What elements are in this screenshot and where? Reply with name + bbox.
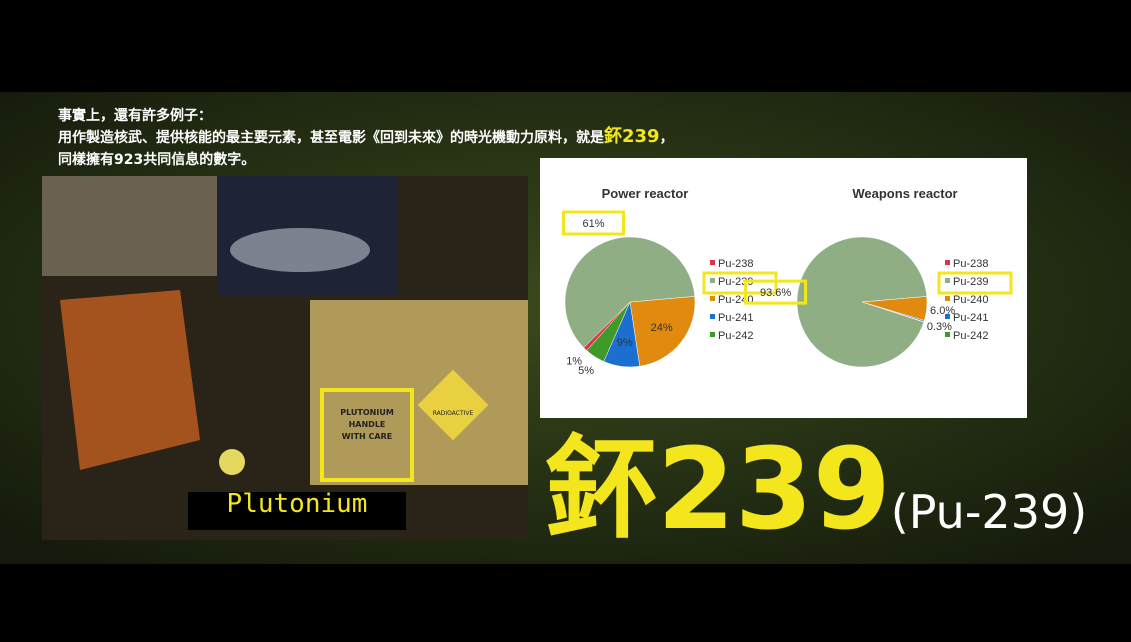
bag [60,290,200,470]
data-label: 1% [566,356,582,368]
legend-swatch [710,332,715,337]
data-label: 93.6% [760,287,791,299]
sign-text: WITH CARE [342,432,392,441]
legend-swatch [710,296,715,301]
legend-swatch [945,332,950,337]
case [310,300,528,485]
legend-swatch [710,260,715,265]
photo-still [42,176,217,276]
legend-label: Pu-241 [953,312,988,324]
legend-swatch [945,314,950,319]
sign-text: PLUTONIUM [340,408,394,417]
photo-collage: PLUTONIUM HANDLE WITH CARE RADIOACTIVE P… [42,176,528,540]
legend-label: Pu-240 [953,294,988,306]
legend-label: Pu-241 [718,312,753,324]
page: 事實上，還有許多例子： 用作製造核武、提供核能的最主要元素，甚至電影《回到未來》… [0,0,1131,642]
legend-label: Pu-239 [953,276,988,288]
legend-label: Pu-242 [953,330,988,342]
hazard-text: RADIOACTIVE [433,410,474,417]
legend-label: Pu-238 [953,258,988,270]
headline-main: 鈈239 [545,425,891,555]
data-label: 6.0% [930,305,955,317]
legend-swatch [945,260,950,265]
caption-line: 事實上，還有許多例子： [58,107,212,124]
frame: 事實上，還有許多例子： 用作製造核武、提供核能的最主要元素，甚至電影《回到未來》… [0,0,1131,642]
wheel [219,449,245,475]
sign-text: HANDLE [349,420,386,429]
legend-swatch [945,278,950,283]
car [230,228,370,272]
chart-title: Power reactor [602,186,689,201]
legend-swatch [710,278,715,283]
data-label: 61% [582,218,604,230]
legend-swatch [710,314,715,319]
caption-text: ， [660,130,674,146]
caption-line: 同樣擁有923共同信息的數字。 [58,151,255,168]
legend-label: Pu-242 [718,330,753,342]
legend-label: Pu-238 [718,258,753,270]
chart-title: Weapons reactor [852,186,957,201]
data-label: 9% [617,337,633,349]
caption-text: 用作製造核武、提供核能的最主要元素，甚至電影《回到未來》的時光機動力原料，就是 [58,129,605,146]
data-label: 0.3% [927,321,952,333]
headline-sub: (Pu-239) [891,485,1087,539]
caption-highlight: 鈈239 [604,125,660,147]
photo-label: Plutonium [227,489,368,519]
data-label: 24% [651,322,673,334]
legend-swatch [945,296,950,301]
